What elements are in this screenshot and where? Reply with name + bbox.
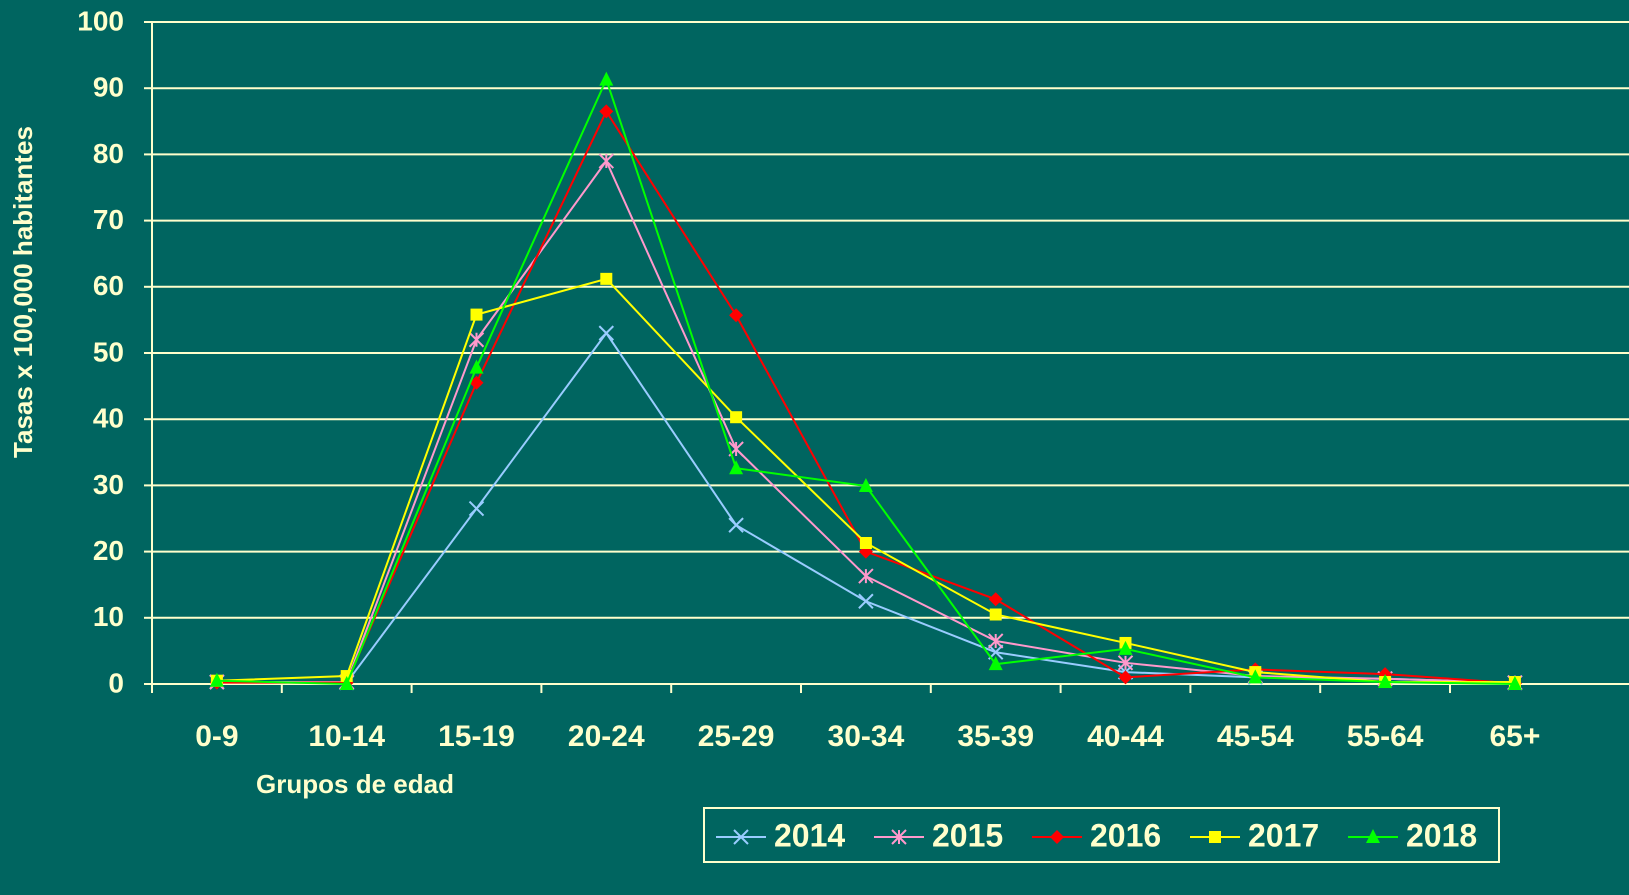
data-point (1118, 670, 1133, 685)
data-point (729, 460, 744, 475)
data-point (730, 411, 743, 424)
x-axis-label: Grupos de edad (256, 769, 454, 799)
data-point (988, 592, 1003, 607)
data-point (599, 104, 614, 119)
legend-marker (1050, 830, 1064, 844)
legend-marker (1366, 829, 1380, 843)
data-point (470, 308, 483, 321)
x-tick-label: 25-29 (698, 720, 775, 753)
series-line (216, 109, 1515, 685)
legend-label: 2016 (1090, 817, 1161, 853)
data-point (599, 71, 614, 86)
y-tick-label: 90 (93, 72, 124, 103)
legend-label: 2017 (1248, 817, 1319, 853)
legend-label: 2015 (932, 817, 1003, 853)
series-line (216, 331, 1515, 684)
data-point (209, 672, 224, 687)
data-point (598, 325, 615, 341)
data-point (858, 593, 874, 609)
data-point (858, 568, 874, 584)
y-tick-label: 60 (93, 270, 124, 301)
legend-marker (1209, 831, 1221, 843)
x-tick-label: 45-54 (1217, 720, 1294, 753)
data-point (859, 536, 872, 549)
data-point (339, 676, 354, 690)
data-point (600, 272, 613, 285)
legend-marker (891, 829, 907, 845)
data-point (989, 608, 1002, 621)
y-tick-label: 10 (93, 601, 124, 632)
y-tick-label: 50 (93, 336, 124, 367)
x-tick-label: 20-24 (568, 720, 645, 753)
y-tick-label: 20 (93, 535, 124, 566)
data-point (469, 359, 484, 374)
y-axis-label: Tasas x 100,000 habitantes (8, 126, 38, 458)
y-tick-label: 30 (93, 469, 124, 500)
legend-label: 2018 (1406, 817, 1477, 853)
data-point (468, 332, 485, 348)
x-tick-label: 30-34 (828, 720, 905, 753)
y-tick-label: 100 (77, 5, 124, 36)
y-tick-label: 70 (93, 204, 124, 235)
x-tick-label: 55-64 (1347, 720, 1424, 753)
x-tick-label: 10-14 (308, 720, 385, 753)
legend-marker (733, 829, 749, 845)
data-point (1117, 655, 1134, 671)
x-tick-label: 35-39 (957, 720, 1034, 753)
data-point (598, 153, 615, 169)
data-point (1118, 640, 1133, 655)
series-line (216, 76, 1515, 686)
legend-box (703, 807, 1500, 863)
y-tick-label: 0 (108, 667, 124, 698)
x-tick-label: 15-19 (438, 720, 515, 753)
x-tick-label: 40-44 (1087, 720, 1164, 753)
data-point (728, 517, 744, 533)
x-tick-label: 0-9 (195, 720, 238, 753)
data-point (1378, 674, 1393, 689)
data-point (729, 308, 744, 323)
series-line (216, 159, 1515, 684)
data-point (858, 478, 873, 493)
y-tick-label: 80 (93, 138, 124, 169)
data-point (987, 633, 1004, 649)
data-point (1507, 676, 1522, 690)
data-point (1248, 669, 1263, 684)
y-tick-label: 40 (93, 403, 124, 434)
legend-label: 2014 (774, 817, 845, 853)
data-point (988, 656, 1003, 671)
data-point (469, 375, 484, 390)
data-point (468, 500, 485, 517)
x-tick-label: 65+ (1489, 720, 1540, 753)
